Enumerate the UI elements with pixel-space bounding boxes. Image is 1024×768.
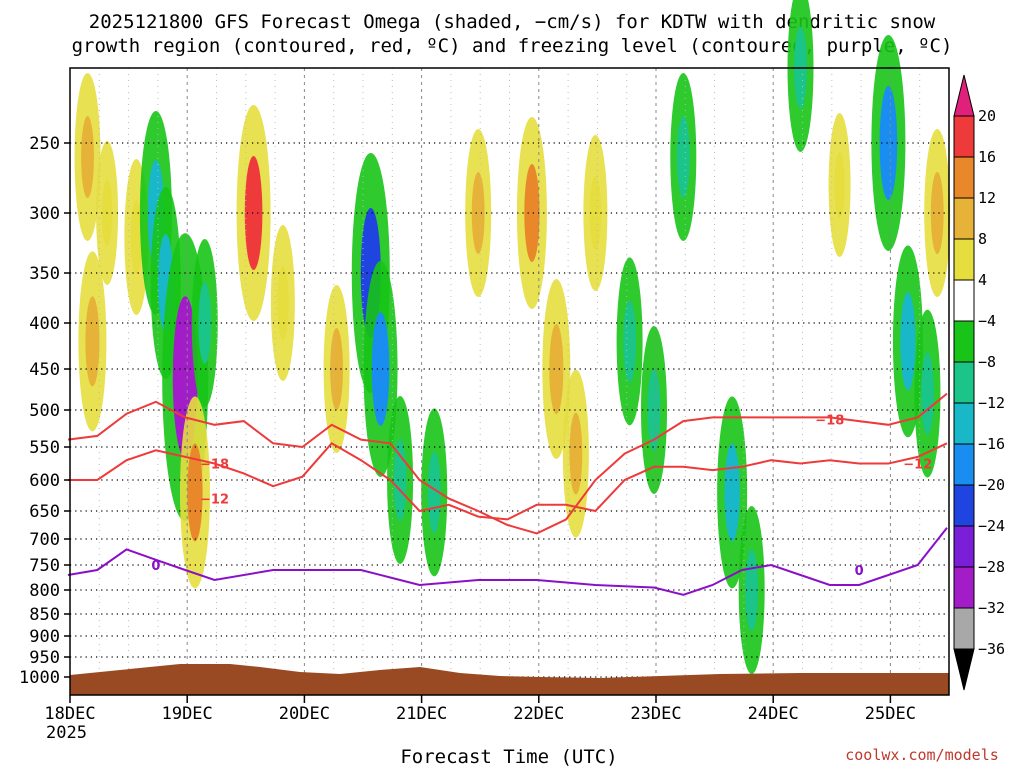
colorbar-swatch	[953, 648, 975, 691]
y-tick-label: 850	[29, 605, 60, 625]
colorbar-swatch	[953, 402, 975, 445]
terrain-surface	[70, 664, 949, 695]
omega-cell-core	[277, 266, 289, 340]
colorbar-swatch	[953, 197, 975, 240]
colorbar-label: −28	[978, 558, 1005, 576]
x-tick-label: 22DEC	[513, 704, 564, 724]
colorbar-label: −8	[978, 353, 996, 371]
y-tick-label: 900	[29, 627, 60, 647]
x-tick-label: 24DEC	[748, 704, 799, 724]
x-tick-label: 18DEC	[44, 704, 95, 724]
colorbar-label: 12	[978, 189, 996, 207]
omega-cell-core	[900, 292, 916, 391]
omega-cell-core	[647, 369, 661, 451]
colorbar-label: 8	[978, 230, 987, 248]
omega-cell-core	[834, 152, 845, 218]
y-tick-label: 750	[29, 556, 60, 576]
y-tick-label: 300	[29, 204, 60, 224]
omega-cell-core	[524, 164, 540, 262]
chart-title-line2: growth region (contoured, red, ºC) and f…	[72, 35, 953, 57]
colorbar-swatch	[953, 361, 975, 404]
y-tick-label: 700	[29, 530, 60, 550]
omega-cell-core	[130, 200, 143, 274]
y-tick-label: 250	[29, 134, 60, 154]
omega-cell-core	[549, 324, 564, 414]
contour-label-minus12: −12	[903, 458, 932, 473]
omega-cell-core	[427, 451, 441, 534]
credit-label: coolwx.com/models	[845, 746, 999, 764]
x-tick-label: 23DEC	[630, 704, 681, 724]
colorbar-swatch	[953, 607, 975, 650]
x-year-label: 2025	[46, 723, 87, 743]
omega-cell-core	[569, 412, 583, 495]
colorbar-swatch	[953, 525, 975, 568]
x-tick-label: 25DEC	[865, 704, 916, 724]
y-tick-label: 500	[29, 401, 60, 421]
y-axis: 2503003504004505005506006507007508008509…	[19, 134, 70, 688]
x-axis: 18DEC 19DEC 20DEC 21DEC 22DEC 23DEC 24DEC 25DEC	[44, 695, 916, 724]
omega-cell-core	[198, 282, 212, 364]
colorbar-label: −20	[978, 476, 1005, 494]
plot-frame	[69, 67, 950, 696]
contour-minus18	[67, 392, 948, 535]
contour-label-minus18: −18	[200, 458, 229, 473]
contour-label-minus18: −18	[815, 414, 844, 429]
y-tick-label: 350	[29, 264, 60, 284]
omega-cell-core	[879, 86, 898, 200]
colorbar-label: −32	[978, 599, 1005, 617]
omega-cell-core	[724, 443, 740, 542]
colorbar-label: −24	[978, 517, 1005, 535]
omega-cell-core	[187, 443, 203, 542]
colorbar-label: −16	[978, 435, 1005, 453]
colorbar-swatch	[953, 566, 975, 609]
omega-cell-core	[81, 116, 94, 198]
grid	[70, 68, 949, 695]
colorbar-swatch	[953, 484, 975, 527]
y-tick-label: 950	[29, 648, 60, 668]
omega-cell-core	[471, 172, 485, 254]
omega-cell-core	[85, 296, 100, 387]
colorbar-label: 20	[978, 107, 996, 125]
x-tick-label: 20DEC	[279, 704, 330, 724]
omega-cell-core	[676, 116, 690, 198]
omega-cell-core	[244, 156, 263, 270]
y-tick-label: 650	[29, 502, 60, 522]
omega-cell-core	[930, 172, 944, 254]
colorbar-swatch	[953, 320, 975, 363]
contour-freezing-level	[67, 527, 948, 596]
colorbar-swatch	[953, 279, 975, 322]
contour-label-freezing: 0	[151, 559, 160, 574]
y-tick-label: 450	[29, 360, 60, 380]
contours: −12 −12 −18 −18 0 0	[67, 392, 948, 596]
colorbar-swatch	[953, 156, 975, 199]
omega-shading	[74, 0, 951, 674]
x-axis-title: Forecast Time (UTC)	[400, 746, 617, 768]
x-tick-label: 19DEC	[162, 704, 213, 724]
y-tick-label: 800	[29, 581, 60, 601]
colorbar-label: 16	[978, 148, 996, 166]
colorbar-swatch	[953, 115, 975, 158]
contour-label-minus12: −12	[200, 493, 229, 508]
colorbar-label: 4	[978, 271, 987, 289]
colorbar-swatch	[953, 74, 975, 117]
chart-title-line1: 2025121800 GFS Forecast Omega (shaded, −…	[89, 11, 936, 33]
omega-cell-core	[371, 312, 390, 426]
x-tick-label: 21DEC	[396, 704, 447, 724]
colorbar-label: −12	[978, 394, 1005, 412]
colorbar: 20 16 12 8 4 −4 −8 −12 −16 −20 −24 −28 −32 −36	[953, 74, 1005, 691]
contour-minus12	[68, 442, 948, 521]
colorbar-swatch	[953, 238, 975, 281]
y-tick-label: 1000	[19, 668, 60, 688]
colorbar-label: −4	[978, 312, 996, 330]
colorbar-swatch	[953, 443, 975, 486]
y-tick-label: 600	[29, 471, 60, 491]
omega-cell-core	[921, 352, 934, 435]
omega-cell-core	[623, 300, 636, 383]
omega-cell-core	[330, 328, 343, 410]
contour-label-freezing: 0	[855, 564, 864, 579]
y-tick-label: 550	[29, 438, 60, 458]
colorbar-label: −36	[978, 640, 1005, 658]
y-tick-label: 400	[29, 314, 60, 334]
